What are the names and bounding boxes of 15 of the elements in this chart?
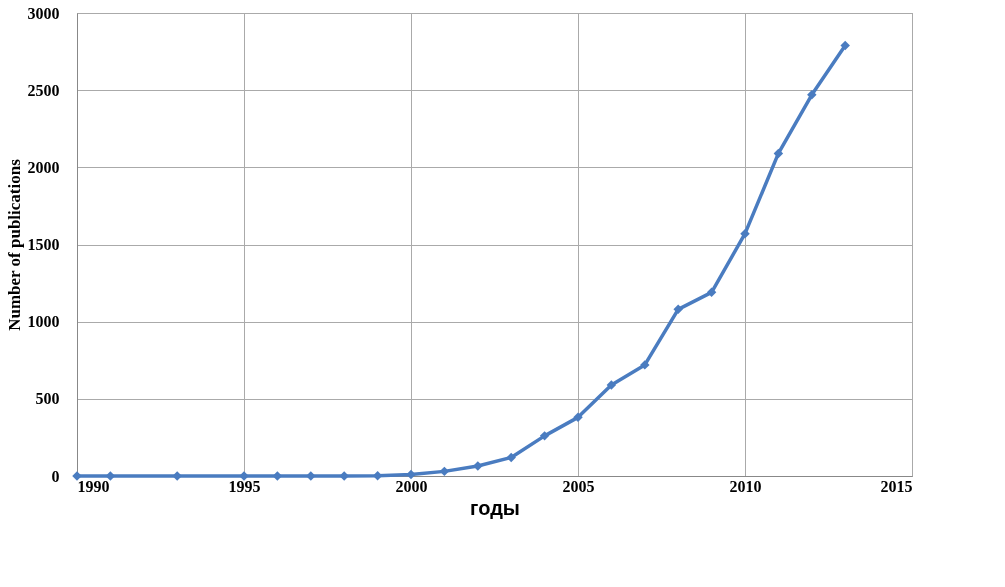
y-axis-title: Number of publications (4, 158, 24, 331)
y-tick-label: 3000 (27, 4, 60, 22)
y-tick-label: 1000 (27, 313, 60, 331)
x-tick-label: 1990 (77, 477, 110, 495)
x-tick-label: 2005 (562, 477, 595, 495)
y-tick-label: 2500 (27, 81, 60, 99)
y-tick-label: 1500 (27, 236, 60, 253)
y-tick-label: 500 (35, 390, 60, 408)
x-tick-label: 2015 (880, 477, 913, 495)
x-tick-label: 2010 (729, 477, 762, 495)
y-tick-label: 0 (51, 467, 60, 485)
x-axis-title: годы (470, 496, 520, 519)
y-tick-label: 2000 (27, 158, 60, 176)
x-tick-label: 2000 (395, 477, 428, 495)
x-tick-label: 1995 (228, 477, 261, 495)
